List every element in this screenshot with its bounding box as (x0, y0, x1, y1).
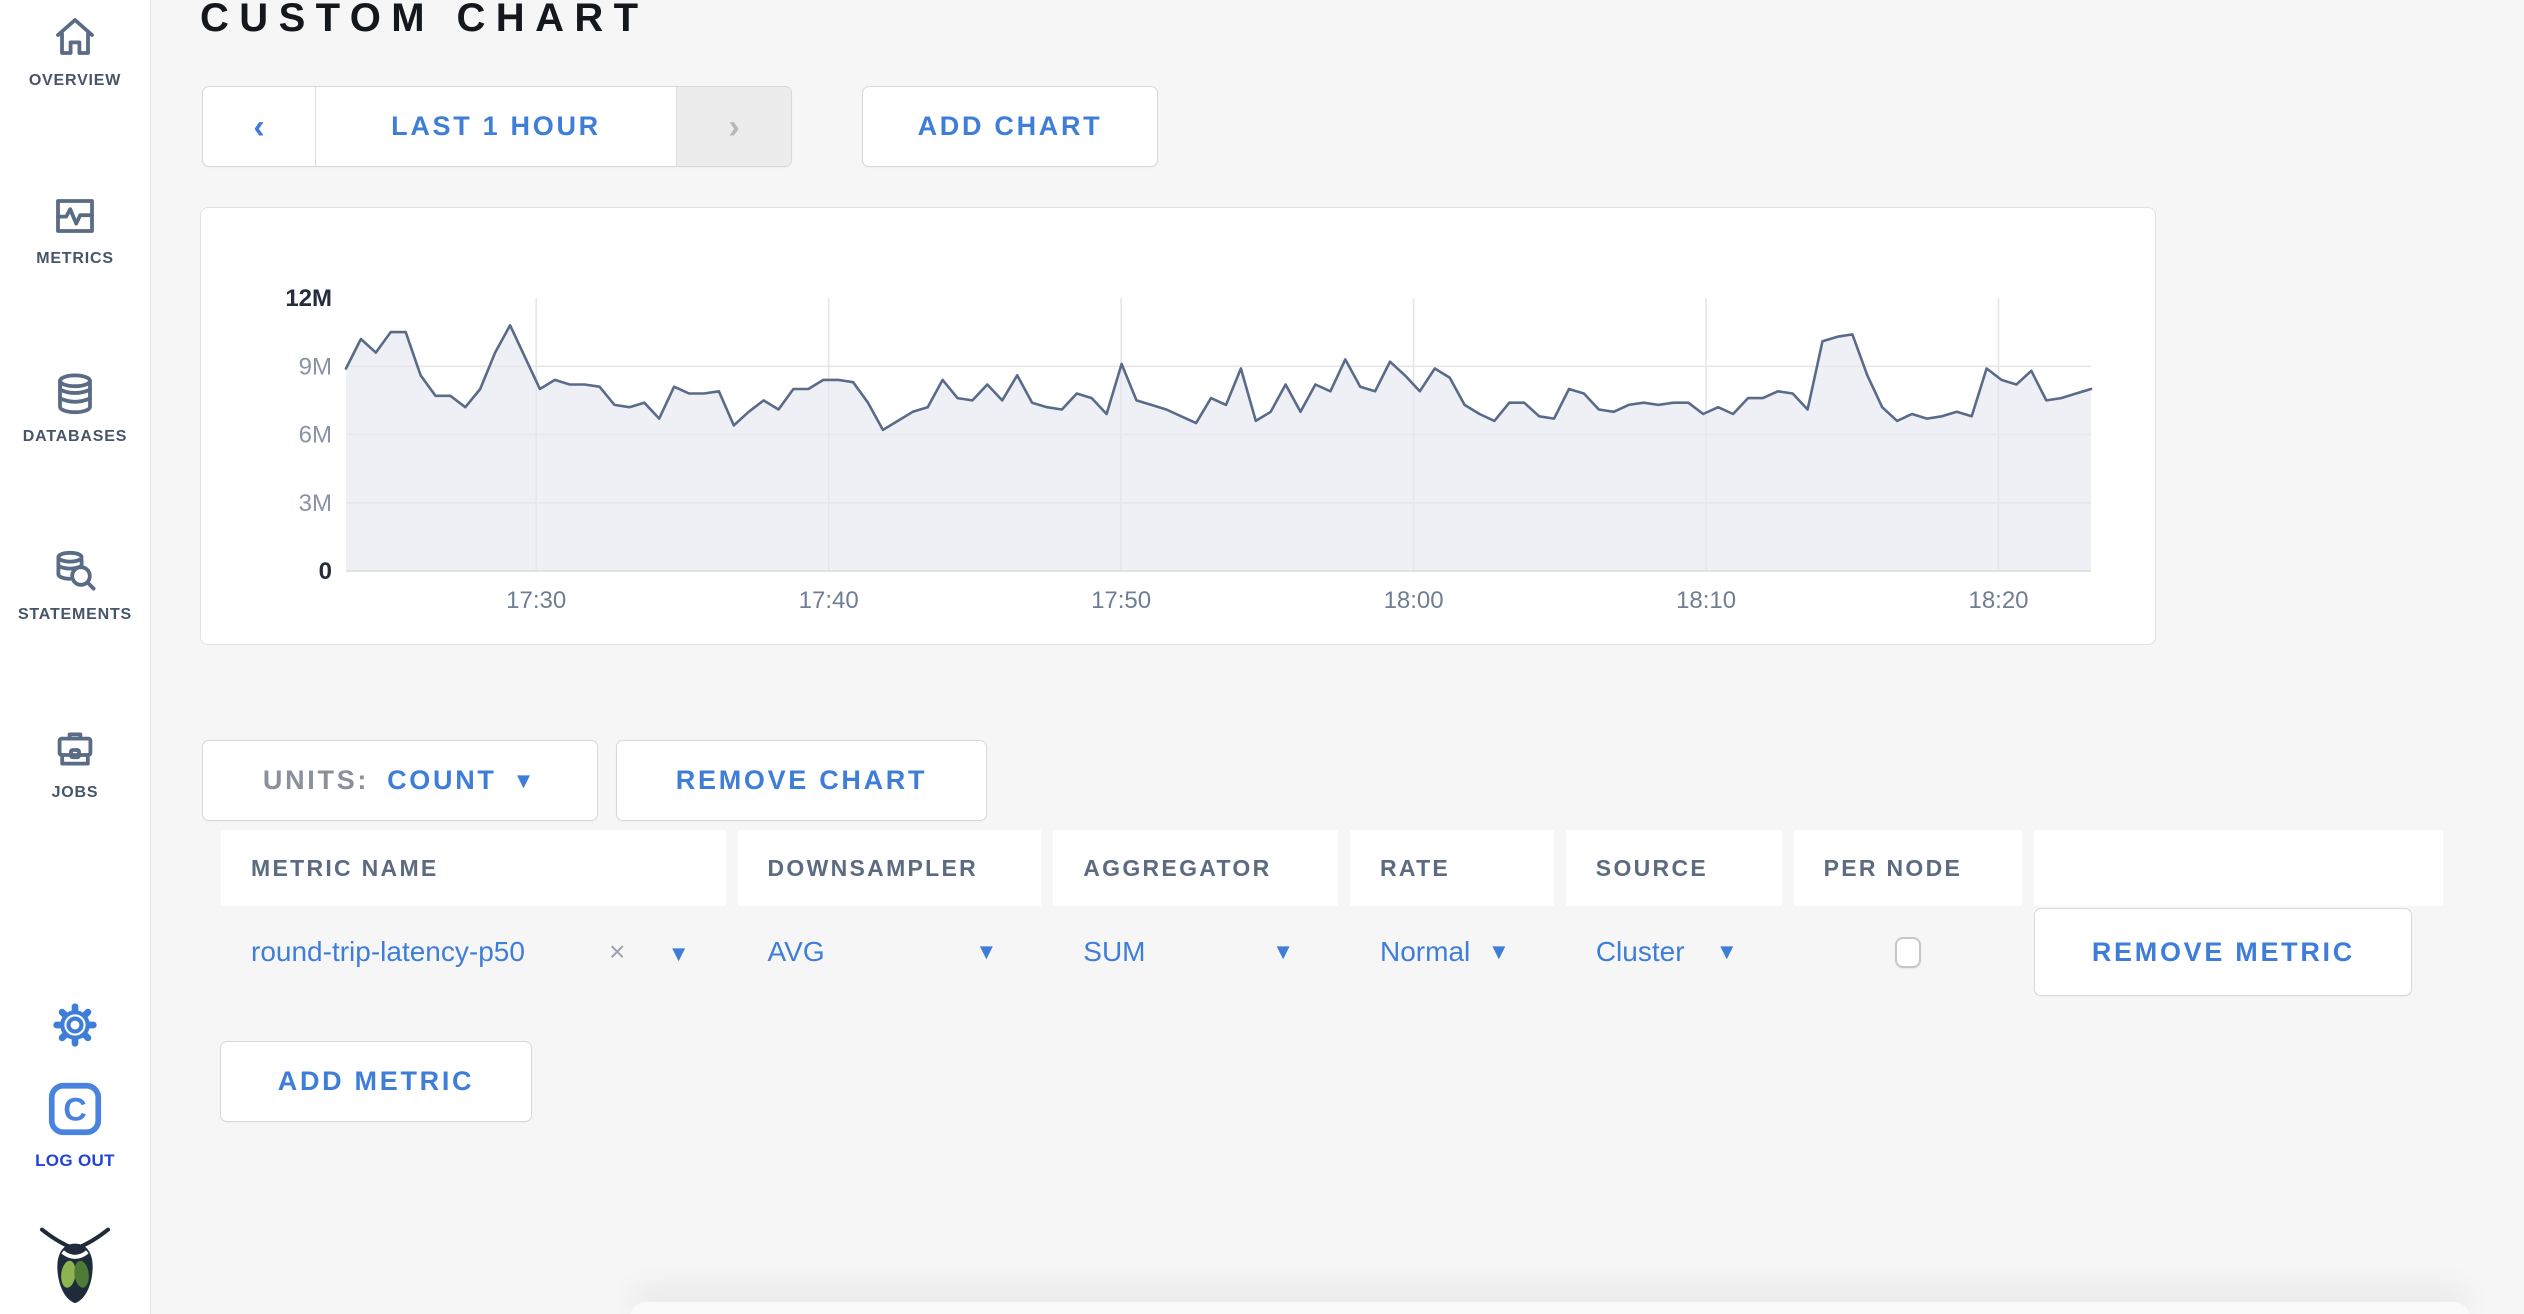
chevron-left-icon: ‹ (253, 107, 265, 146)
time-window-selector: ‹ LAST 1 HOUR › (202, 86, 792, 167)
time-window-label: LAST 1 HOUR (391, 111, 601, 141)
downsampler-value: AVG (767, 936, 825, 967)
time-window-range-button[interactable]: LAST 1 HOUR (316, 87, 676, 166)
page-title: CUSTOM CHART (200, 0, 649, 40)
downsampler-dropdown[interactable]: AVG ▼ (768, 936, 1042, 968)
metric-name-cell: round-trip-latency-p50 × ▼ (221, 936, 726, 968)
sidebar-item-label: STATEMENTS (17, 606, 133, 623)
units-label: UNITS: (262, 765, 370, 795)
series-line (344, 324, 2093, 432)
metric-name-value[interactable]: round-trip-latency-p50 (251, 936, 525, 967)
rate-value: Normal (1380, 936, 1471, 967)
y-tick-label: 12M (285, 285, 332, 312)
metric-row: round-trip-latency-p50 × ▼ AVG ▼ SUM ▼ N… (221, 908, 2443, 996)
logout-label: LOG OUT (35, 1151, 115, 1170)
sidebar-item-label: JOBS (51, 784, 99, 801)
chart-card: 17:30 17:40 17:50 18:00 18:10 18:20 12M 9M 6M 3M 0 (200, 207, 2156, 645)
y-tick-label: 6M (299, 422, 332, 449)
rate-cell: Normal ▼ (1350, 936, 1554, 968)
sidebar-item-jobs[interactable]: JOBS (0, 726, 150, 802)
x-tick-label: 18:00 (1384, 587, 1444, 614)
database-search-icon (56, 550, 96, 591)
aggregator-cell: SUM ▼ (1053, 936, 1338, 968)
custom-chart-svg[interactable]: 17:30 17:40 17:50 18:00 18:10 18:20 12M 9M 6M 3M 0 (201, 208, 2155, 644)
y-tick-label: 9M (299, 353, 332, 380)
remove-metric-cell: REMOVE METRIC (2034, 908, 2443, 996)
add-metric-button[interactable]: ADD METRIC (220, 1041, 532, 1122)
svg-text:C: C (63, 1091, 86, 1127)
remove-metric-label: REMOVE METRIC (2091, 936, 2355, 967)
source-value: Cluster (1595, 936, 1685, 967)
sidebar-item-label: METRICS (36, 250, 114, 267)
chevron-down-icon: ▼ (1488, 939, 1510, 964)
briefcase-icon (57, 732, 93, 766)
logout-button[interactable]: C LOG OUT (0, 1078, 150, 1171)
header-source: SOURCE (1565, 830, 1782, 906)
gear-icon (53, 1003, 97, 1047)
header-downsampler: DOWNSAMPLER (737, 830, 1042, 906)
sidebar-item-overview[interactable]: OVERVIEW (0, 14, 150, 90)
x-tick-label: 17:50 (1091, 587, 1151, 614)
cockroachdb-bug-icon (39, 1227, 111, 1304)
aggregator-dropdown[interactable]: SUM ▼ (1083, 936, 1338, 968)
add-chart-label: ADD CHART (917, 111, 1103, 141)
cockroachdb-logo (0, 1218, 150, 1309)
y-tick-label: 0 (319, 558, 332, 585)
downsampler-cell: AVG ▼ (738, 936, 1042, 968)
chevron-down-icon[interactable]: ▼ (667, 941, 690, 966)
sidebar-item-databases[interactable]: DATABASES (0, 370, 150, 446)
y-tick-label: 3M (299, 490, 332, 517)
sidebar-item-label: OVERVIEW (28, 72, 122, 89)
x-tick-label: 18:10 (1676, 587, 1736, 614)
database-icon (58, 373, 92, 415)
units-dropdown[interactable]: UNITS: COUNT ▼ (202, 740, 598, 821)
chevron-down-icon: ▼ (1715, 939, 1738, 964)
home-icon (56, 18, 94, 55)
chevron-right-icon: › (728, 107, 740, 146)
series-area (346, 325, 2091, 571)
time-window-prev-button[interactable]: ‹ (203, 87, 316, 166)
aggregator-value: SUM (1083, 936, 1146, 967)
settings-button[interactable] (0, 1000, 150, 1055)
sidebar-item-metrics[interactable]: METRICS (0, 192, 150, 268)
x-tick-label: 17:40 (799, 587, 859, 614)
chevron-down-icon: ▼ (512, 767, 538, 793)
header-per-node: PER NODE (1793, 830, 2023, 906)
remove-chart-label: REMOVE CHART (675, 765, 928, 795)
next-section-edge (630, 1302, 2470, 1314)
header-rate: RATE (1349, 830, 1554, 906)
header-actions (2034, 830, 2443, 906)
per-node-checkbox[interactable] (1895, 936, 1922, 968)
sidebar-item-statements[interactable]: STATEMENTS (0, 548, 150, 624)
remove-metric-button[interactable]: REMOVE METRIC (2034, 908, 2413, 996)
metrics-table-header: METRIC NAME DOWNSAMPLER AGGREGATOR RATE … (221, 830, 2443, 906)
chevron-down-icon: ▼ (975, 939, 998, 964)
sidebar-item-label: DATABASES (22, 428, 128, 445)
add-metric-label: ADD METRIC (277, 1066, 475, 1096)
time-window-next-button[interactable]: › (676, 87, 791, 166)
rate-dropdown[interactable]: Normal ▼ (1380, 936, 1554, 968)
source-cell: Cluster ▼ (1566, 936, 1782, 968)
chevron-down-icon: ▼ (1272, 939, 1294, 964)
metrics-graph-icon (56, 199, 94, 233)
per-node-cell (1794, 936, 2023, 968)
clear-metric-icon[interactable]: × (608, 936, 626, 967)
source-dropdown[interactable]: Cluster ▼ (1596, 936, 1782, 968)
x-tick-label: 17:30 (506, 587, 566, 614)
cockroach-c-icon: C (48, 1082, 102, 1136)
remove-chart-button[interactable]: REMOVE CHART (616, 740, 987, 821)
sidebar: OVERVIEW METRICS DATABASES (0, 0, 151, 1314)
header-metric-name: METRIC NAME (221, 830, 726, 906)
add-chart-button[interactable]: ADD CHART (862, 86, 1158, 167)
header-aggregator: AGGREGATOR (1053, 830, 1338, 906)
x-tick-label: 18:20 (1968, 587, 2028, 614)
units-value: COUNT (387, 765, 497, 795)
